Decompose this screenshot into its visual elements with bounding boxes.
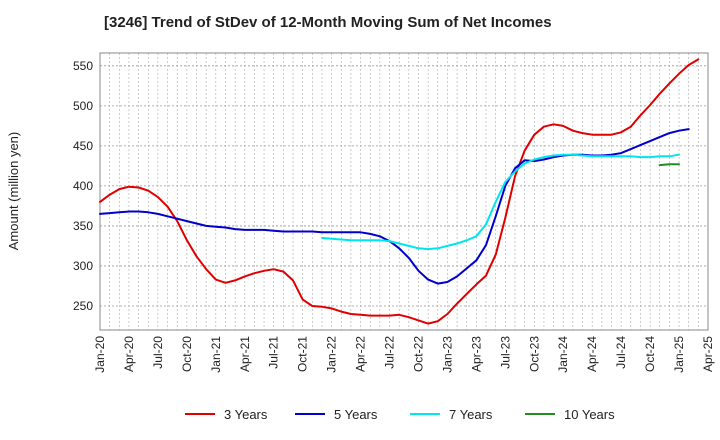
x-tick-label: Apr-22 [354,336,368,372]
y-tick-label: 450 [73,139,93,153]
y-axis-title: Amount (million yen) [6,132,21,251]
x-tick-label: Jul-23 [498,336,512,369]
series-line-7-years [321,153,680,251]
y-tick-label: 550 [73,59,93,73]
x-tick-label: Oct-20 [180,336,194,372]
x-tick-label: Jan-21 [209,336,223,373]
x-tick-label: Jan-22 [325,336,339,373]
series-line-5-years [99,128,690,285]
x-tick-label: Jul-24 [614,336,628,369]
legend-label: 3 Years [224,407,268,422]
y-tick-label: 300 [73,259,93,273]
x-axis: Jan-20 Apr-20 Jul-20 Oct-20 Jan-21 Apr-21 Jul-… [93,336,715,373]
legend-label: 5 Years [334,407,378,422]
grid [99,53,709,330]
x-tick-label: Oct-21 [296,336,310,372]
x-tick-label: Jul-20 [151,336,165,369]
x-tick-label: Jan-25 [672,336,686,373]
x-tick-label: Oct-24 [643,336,657,372]
legend: 3 Years 5 Years 7 Years 10 Years [185,407,615,422]
legend-label: 7 Years [449,407,493,422]
y-tick-label: 500 [73,99,93,113]
x-tick-label: Apr-23 [469,336,483,372]
x-tick-label: Jul-21 [267,336,281,369]
x-tick-label: Jul-22 [383,336,397,369]
series-lines [99,58,700,325]
y-tick-label: 350 [73,219,93,233]
x-tick-label: Oct-22 [411,336,425,372]
y-axis: 250 300 350 400 450 500 550 [73,59,93,313]
x-tick-label: Apr-24 [585,336,599,372]
x-tick-label: Apr-25 [701,336,715,372]
x-tick-label: Jan-23 [440,336,454,373]
x-tick-label: Oct-23 [527,336,541,372]
y-tick-label: 250 [73,299,93,313]
series-line-3-years [99,58,700,325]
x-tick-label: Apr-21 [238,336,252,372]
series-line-10-years [658,163,680,167]
x-tick-label: Jan-20 [93,336,107,373]
plot-frame [99,52,709,331]
y-tick-label: 400 [73,179,93,193]
x-tick-label: Jan-24 [556,336,570,373]
legend-label: 10 Years [564,407,615,422]
x-tick-label: Apr-20 [122,336,136,372]
chart-title: [3246] Trend of StDev of 12-Month Moving… [104,14,552,31]
